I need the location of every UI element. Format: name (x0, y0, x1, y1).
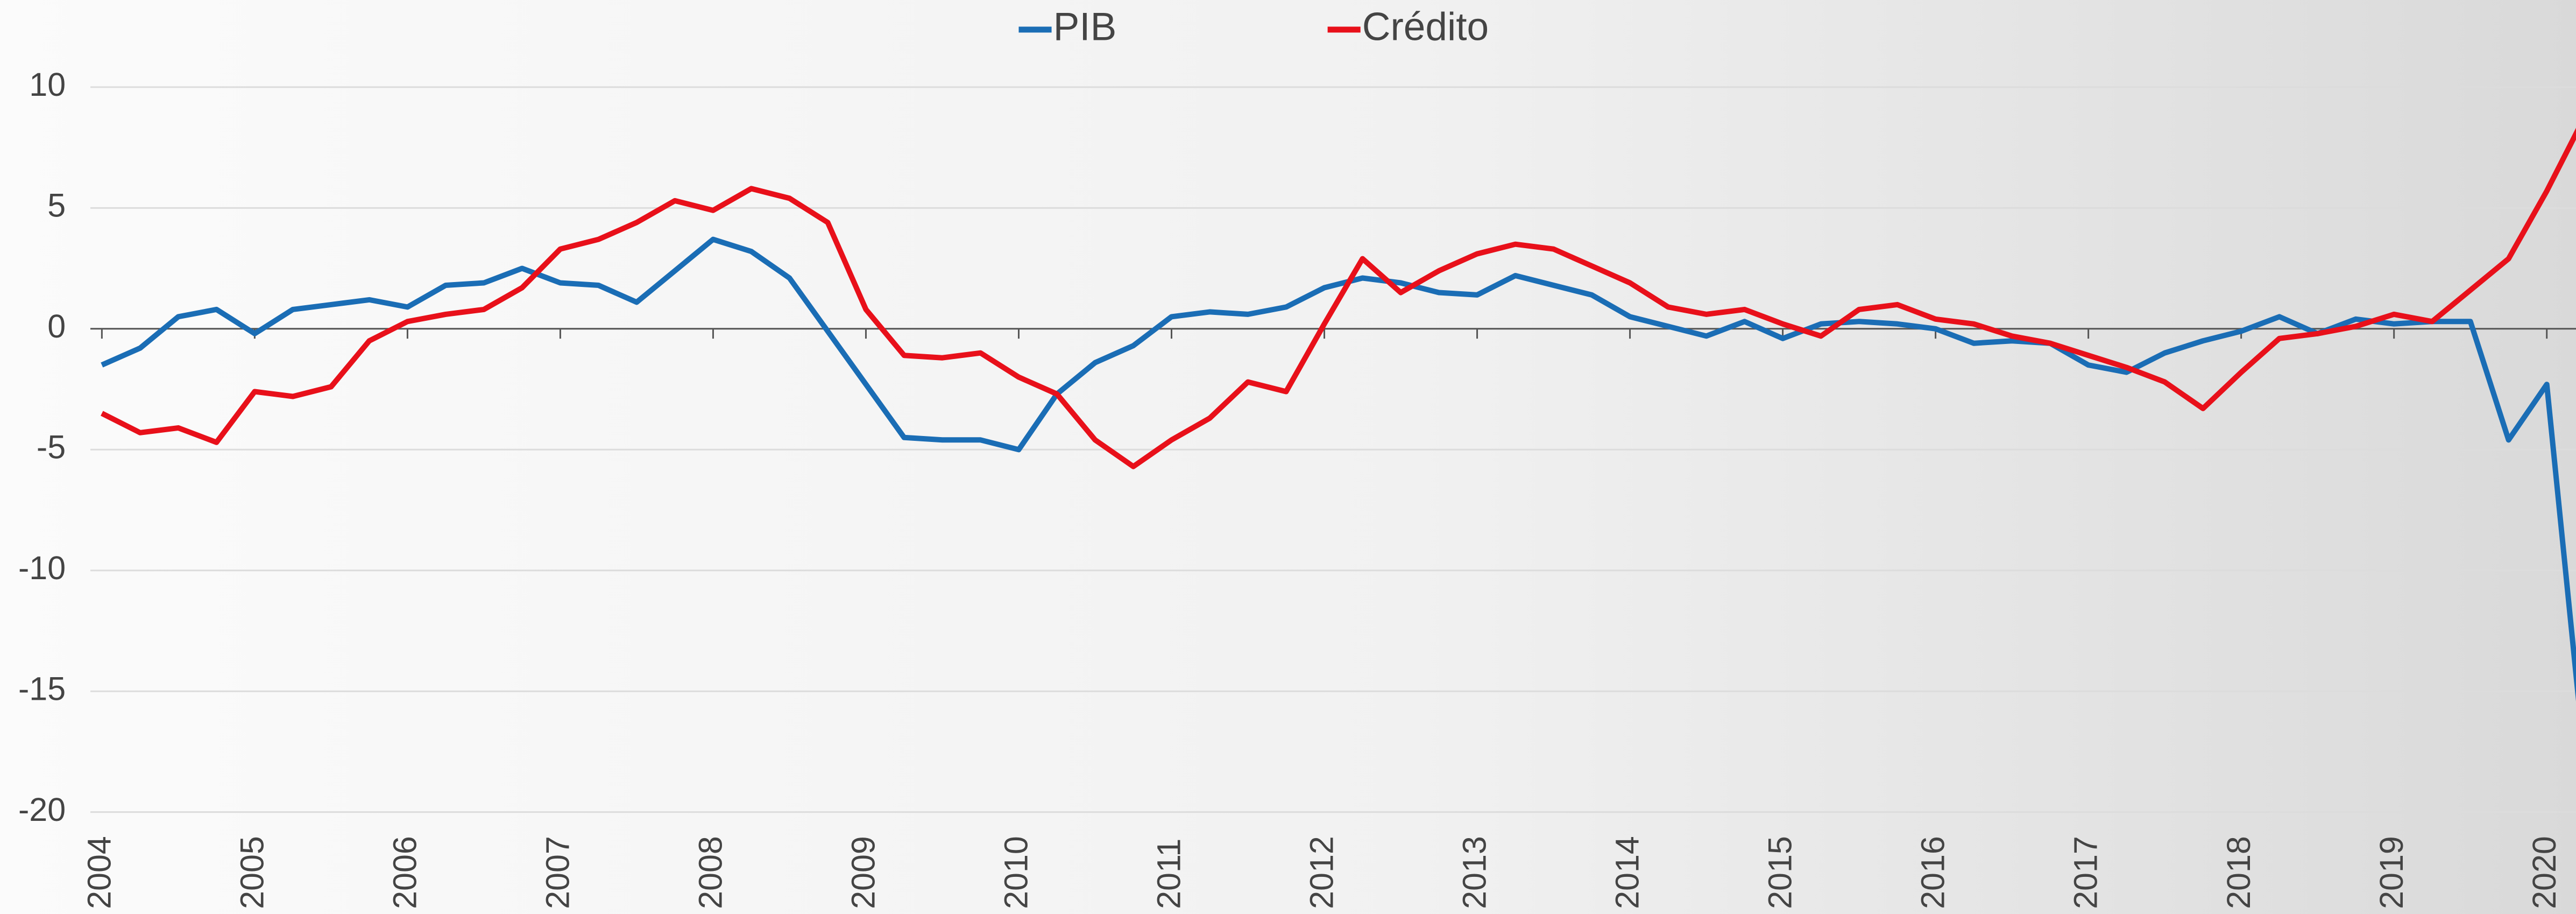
background (0, 0, 2576, 914)
legend-label: Crédito (1362, 5, 1489, 48)
x-tick-label: 2017 (2068, 836, 2104, 909)
x-tick-label: 2010 (998, 836, 1035, 909)
x-tick-label: 2011 (1151, 839, 1187, 909)
y-tick-label: 0 (47, 308, 66, 344)
y-tick-label: 10 (29, 66, 66, 103)
x-tick-label: 2018 (2220, 836, 2257, 909)
x-tick-label: 2013 (1456, 836, 1493, 909)
x-tick-label: 2005 (233, 836, 270, 909)
x-tick-label: 2015 (1762, 836, 1799, 909)
x-tick-label: 2004 (81, 836, 117, 909)
x-tick-label: 2006 (387, 836, 423, 909)
x-tick-label: 2008 (692, 836, 729, 909)
y-tick-label: -15 (18, 670, 66, 707)
x-tick-label: 2009 (845, 836, 882, 909)
x-tick-label: 2019 (2373, 836, 2410, 909)
y-tick-label: 5 (47, 187, 66, 223)
legend-label: PIB (1053, 5, 1117, 48)
x-tick-label: 2020 (2526, 836, 2563, 909)
x-tick-label: 2014 (1609, 836, 1646, 909)
page: {"chart_data": {"type": "line", "categor… (0, 0, 2576, 914)
y-tick-label: -20 (18, 791, 66, 828)
y-tick-label: -10 (18, 550, 66, 586)
y-tick-label: -5 (37, 428, 66, 465)
x-tick-label: 2007 (540, 836, 576, 909)
x-tick-label: 2016 (1915, 836, 1951, 909)
chart: -20 -15 -10 -5 0 5 10 2004 2005 2006 2007 2008 2009 2… (0, 0, 2576, 914)
x-tick-label: 2012 (1304, 836, 1340, 909)
